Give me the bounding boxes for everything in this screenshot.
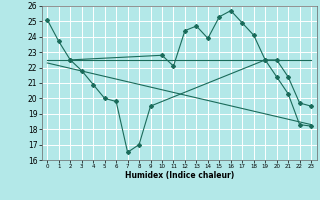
X-axis label: Humidex (Indice chaleur): Humidex (Indice chaleur) — [124, 171, 234, 180]
